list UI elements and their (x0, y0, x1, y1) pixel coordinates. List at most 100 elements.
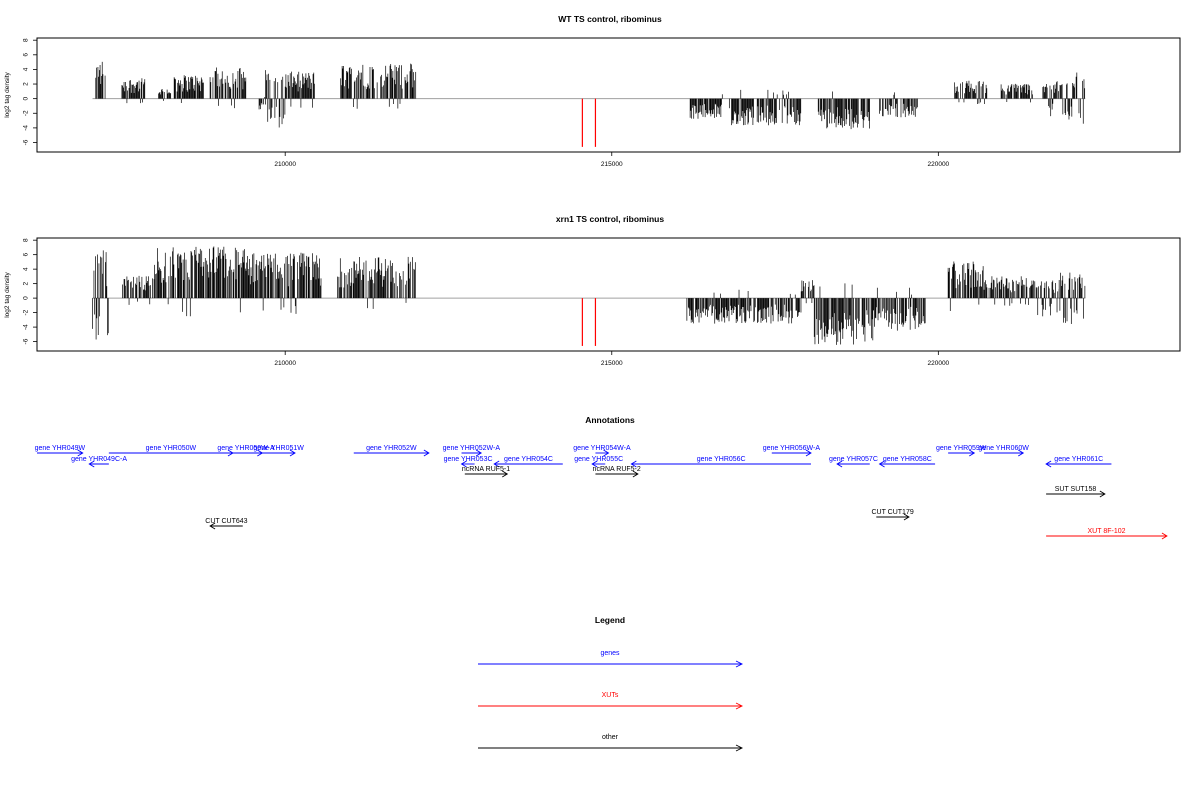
wt-y-tick-label: 6 (23, 53, 30, 57)
xrn1-y-tick-label: 4 (23, 267, 30, 271)
gene-label: gene YHR054C (504, 456, 553, 463)
xrn1-y-tick-label: 8 (23, 238, 30, 242)
wt-y-tick-label: -6 (23, 139, 30, 145)
gene-feature: gene YHR060W (978, 445, 1029, 457)
gene-feature: gene YHR054W-A (573, 445, 631, 457)
gene-label: gene YHR050W (146, 445, 197, 452)
xut-label: XUT 8F-102 (1088, 528, 1126, 535)
legend-item: other (478, 734, 744, 752)
xrn1-y-axis: -6 -4 -2 0 2 4 6 8 (23, 238, 37, 344)
gene-arrow-head (878, 460, 885, 468)
gene-label: gene YHR059W (936, 445, 987, 452)
gene-feature: gene YHR054C (493, 456, 563, 468)
legend-item-label: XUTs (602, 692, 619, 699)
ncrna-arrow-head (632, 470, 639, 478)
gene-arrow-head (836, 460, 843, 468)
gene-feature: gene YHR056C (630, 456, 811, 468)
gene-arrow-head (603, 449, 610, 457)
gene-label: gene YHR060W (978, 445, 1029, 452)
gene-label: gene YHR053C (444, 456, 493, 463)
gene-feature: gene YHR059W (936, 445, 987, 457)
xrn1-x-axis: 210000 215000 220000 (274, 351, 950, 367)
xut-feature: XUT 8F-102 (1046, 528, 1168, 540)
wt-coverage-bars (95, 61, 1086, 130)
gene-feature: gene YHR052W (353, 445, 430, 457)
legend-item: genes (478, 650, 744, 668)
gene-label: gene YHR051W (253, 445, 304, 452)
cut-feature: CUT CUT643 (205, 518, 248, 530)
gene-label: gene YHR050W-A (217, 445, 275, 452)
gene-feature: gene YHR058C (878, 456, 936, 468)
wt-y-tick-label: 4 (23, 67, 30, 71)
gene-feature: gene YHR057C (829, 456, 878, 468)
gene-label: gene YHR056C (697, 456, 746, 463)
xrn1-coverage-panel: xrn1 TS control, ribominus log2 tag dens… (4, 214, 1181, 367)
legend-item-label: other (602, 734, 619, 741)
gene-label: gene YHR052W-A (443, 445, 501, 452)
xrn1-y-tick-label: -2 (23, 309, 30, 315)
wt-x-axis: 210000 215000 220000 (274, 152, 950, 168)
xrn1-y-tick-label: 2 (23, 281, 30, 285)
wt-y-axis-label: log2 tag density (4, 71, 11, 117)
gene-arrow-head (591, 460, 598, 468)
gene-label: gene YHR052W (366, 445, 417, 452)
legend-arrow-head (735, 744, 744, 752)
cut-label: CUT CUT179 (871, 509, 913, 516)
legend-arrow-head (735, 660, 744, 668)
xrn1-plot-frame (36, 237, 1181, 352)
wt-red-markers (581, 98, 597, 147)
gene-arrow-head (475, 449, 483, 457)
xrn1-y-axis-label: log2 tag density (4, 271, 11, 317)
feature-arrows: gene YHR049W gene YHR049C-A gene YHR050W ge… (35, 445, 1168, 540)
xrn1-panel-title: xrn1 TS control, ribominus (556, 214, 664, 224)
xrn1-red-markers (581, 298, 597, 346)
ncrna-feature: ncRNA RUF5-2 (593, 466, 641, 478)
sut-label: SUT SUT158 (1055, 486, 1097, 493)
gene-arrow-head (88, 460, 95, 468)
wt-y-tick-label: -2 (23, 110, 30, 116)
cut-label: CUT CUT643 (205, 518, 247, 525)
xrn1-y-tick-label: 0 (23, 296, 30, 300)
ncrna-arrow-head (502, 470, 509, 478)
gene-feature: gene YHR055C (574, 456, 623, 468)
legend-item: XUTs (478, 692, 744, 710)
gene-arrow-head (805, 449, 812, 457)
gene-label: gene YHR061C (1054, 456, 1103, 463)
legend-arrow-head (735, 702, 744, 710)
cut-arrow-head (903, 513, 910, 521)
ncrna-feature: ncRNA RUF5-1 (462, 466, 510, 478)
gene-arrow-head (289, 449, 296, 457)
gene-arrow-head (460, 460, 467, 468)
wt-y-axis: -6 -4 -2 0 2 4 6 8 (23, 38, 37, 145)
gene-label: gene YHR054W-A (573, 445, 631, 452)
annotations-title: Annotations (585, 415, 635, 425)
ncrna-label: ncRNA RUF5-2 (593, 466, 641, 473)
gene-arrow-head (423, 449, 430, 457)
gene-arrow-head (969, 449, 976, 457)
gene-feature: gene YHR056W-A (763, 445, 821, 457)
gene-arrow-head (77, 449, 84, 457)
gene-label: gene YHR049W (35, 445, 86, 452)
gene-label: gene YHR049C-A (71, 456, 127, 463)
gene-feature: gene YHR049C-A (71, 456, 127, 468)
gene-label: gene YHR055C (574, 456, 623, 463)
xut-arrow-head (1161, 532, 1168, 540)
wt-plot-frame (36, 37, 1181, 153)
gene-feature: gene YHR050W (108, 445, 234, 457)
wt-y-tick-label: -4 (23, 125, 30, 131)
gene-feature: gene YHR053C (444, 456, 493, 468)
gene-label: gene YHR056W-A (763, 445, 821, 452)
wt-panel-title: WT TS control, ribominus (558, 14, 662, 24)
gene-label: gene YHR057C (829, 456, 878, 463)
cut-arrow-head (209, 522, 216, 530)
gene-label: gene YHR058C (883, 456, 932, 463)
gene-feature: gene YHR052W-A (443, 445, 501, 457)
wt-x-tick-label: 215000 (601, 161, 623, 168)
wt-coverage-panel: WT TS control, ribominus log2 tag densit… (4, 14, 1181, 168)
gene-arrow-head (630, 460, 637, 468)
gene-feature: gene YHR051W (253, 445, 304, 457)
gene-feature: gene YHR049W (35, 445, 86, 457)
xrn1-x-tick-label: 220000 (927, 360, 949, 367)
